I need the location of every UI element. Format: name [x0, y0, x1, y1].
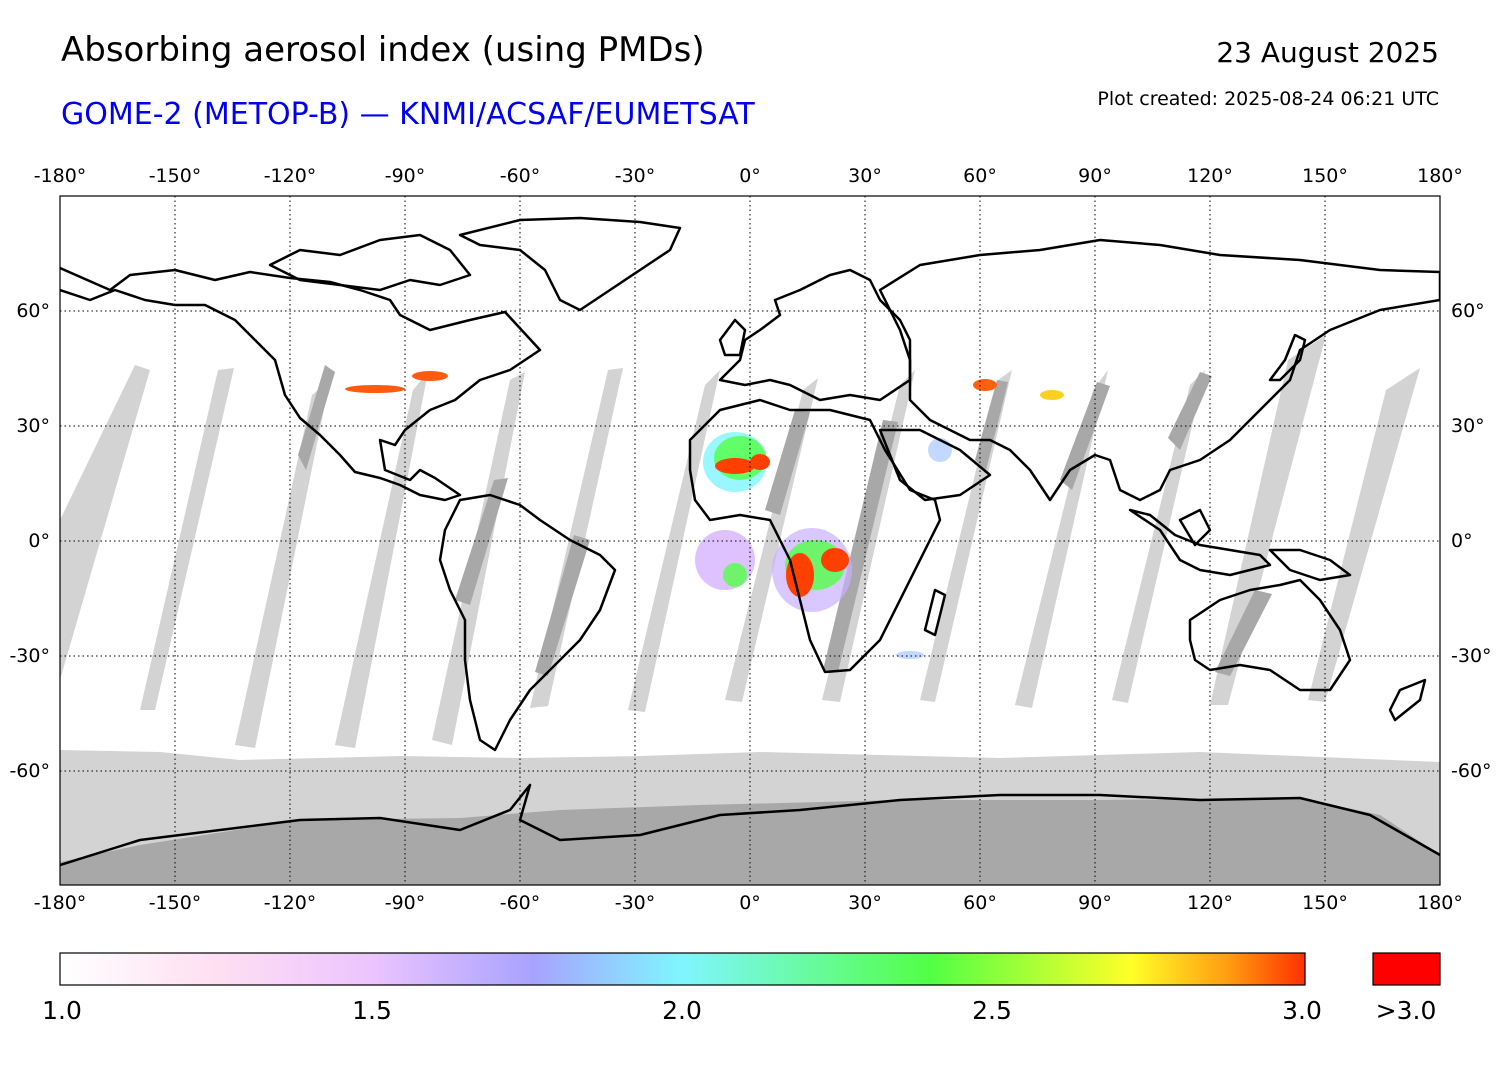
- coastline-asia: [878, 238, 1440, 502]
- lon-tick-bottom: 90°: [1078, 892, 1112, 914]
- colorbar-tick: 2.0: [662, 996, 702, 1025]
- lat-tick-left: 30°: [16, 415, 50, 437]
- lat-ticks-right: 60° 30° 0° -30° -60°: [1451, 300, 1492, 782]
- lat-tick-right: -30°: [1451, 645, 1492, 667]
- lat-tick-left: 0°: [28, 530, 50, 552]
- colorbar-tick: 1.5: [352, 996, 392, 1025]
- lon-tick-bottom: -90°: [385, 892, 426, 914]
- lat-tick-right: -60°: [1451, 760, 1492, 782]
- lon-ticks-bottom: -180° -150° -120° -90° -60° -30° 0° 30° …: [34, 892, 1463, 914]
- lat-tick-left: -60°: [9, 760, 50, 782]
- lon-tick-bottom: -120°: [264, 892, 317, 914]
- lon-tick-bottom: 0°: [739, 892, 761, 914]
- lat-tick-right: 0°: [1451, 530, 1473, 552]
- lon-tick-top: 0°: [739, 165, 761, 187]
- lon-tick-top: -90°: [385, 165, 426, 187]
- coastline-australia: [1188, 578, 1352, 692]
- lon-tick-top: -120°: [264, 165, 317, 187]
- coastlines: [60, 216, 1440, 867]
- colorbar-overflow-box: [1372, 952, 1441, 986]
- aerosol-plumes: [345, 371, 1064, 659]
- graticule: [60, 196, 1440, 885]
- lat-tick-right: 60°: [1451, 300, 1485, 322]
- lon-tick-top: 90°: [1078, 165, 1112, 187]
- lon-tick-top: -30°: [615, 165, 656, 187]
- lon-tick-top: -180°: [34, 165, 87, 187]
- map-frame: [59, 195, 1441, 886]
- lat-tick-left: 60°: [16, 300, 50, 322]
- lon-tick-bottom: -180°: [34, 892, 87, 914]
- lon-ticks-top: -180° -150° -120° -90° -60° -30° 0° 30° …: [34, 165, 1463, 187]
- lon-tick-bottom: -150°: [149, 892, 202, 914]
- lon-tick-top: 180°: [1417, 165, 1463, 187]
- map-subtitle: GOME-2 (METOP-B) — KNMI/ACSAF/EUMETSAT: [61, 97, 755, 132]
- lon-tick-top: 30°: [848, 165, 882, 187]
- coastline-africa: [688, 398, 942, 674]
- colorbar-gradient: [59, 952, 1306, 986]
- colorbar-tick: 1.0: [42, 996, 82, 1025]
- lon-tick-top: 120°: [1187, 165, 1233, 187]
- lon-tick-top: 150°: [1302, 165, 1348, 187]
- colorbar-overflow-label: >3.0: [1376, 996, 1437, 1025]
- lat-ticks-left: 60° 30° 0° -30° -60°: [9, 300, 50, 782]
- map-date: 23 August 2025: [1216, 36, 1439, 69]
- colorbar-tick: 2.5: [972, 996, 1012, 1025]
- lat-tick-left: -30°: [9, 645, 50, 667]
- map-panel: [60, 196, 1440, 885]
- coastline-antarctica: [60, 783, 1440, 867]
- map-title: Absorbing aerosol index (using PMDs): [61, 30, 705, 70]
- lon-tick-bottom: -30°: [615, 892, 656, 914]
- lon-tick-bottom: 180°: [1417, 892, 1463, 914]
- colorbar: 1.0 1.5 2.0 2.5 3.0 >3.0: [42, 952, 1441, 1025]
- lon-tick-top: 60°: [963, 165, 997, 187]
- colorbar-tick: 3.0: [1282, 996, 1322, 1025]
- lon-tick-top: -150°: [149, 165, 202, 187]
- lon-tick-bottom: 30°: [848, 892, 882, 914]
- coastline-greenland: [458, 216, 682, 312]
- coastline-europe: [718, 268, 912, 402]
- lon-tick-top: -60°: [500, 165, 541, 187]
- lon-tick-bottom: 150°: [1302, 892, 1348, 914]
- lon-tick-bottom: -60°: [500, 892, 541, 914]
- lon-tick-bottom: 60°: [963, 892, 997, 914]
- plot-created-timestamp: Plot created: 2025-08-24 06:21 UTC: [1097, 88, 1439, 110]
- coastline-south-america: [438, 493, 617, 752]
- lon-tick-bottom: 120°: [1187, 892, 1233, 914]
- lat-tick-right: 30°: [1451, 415, 1485, 437]
